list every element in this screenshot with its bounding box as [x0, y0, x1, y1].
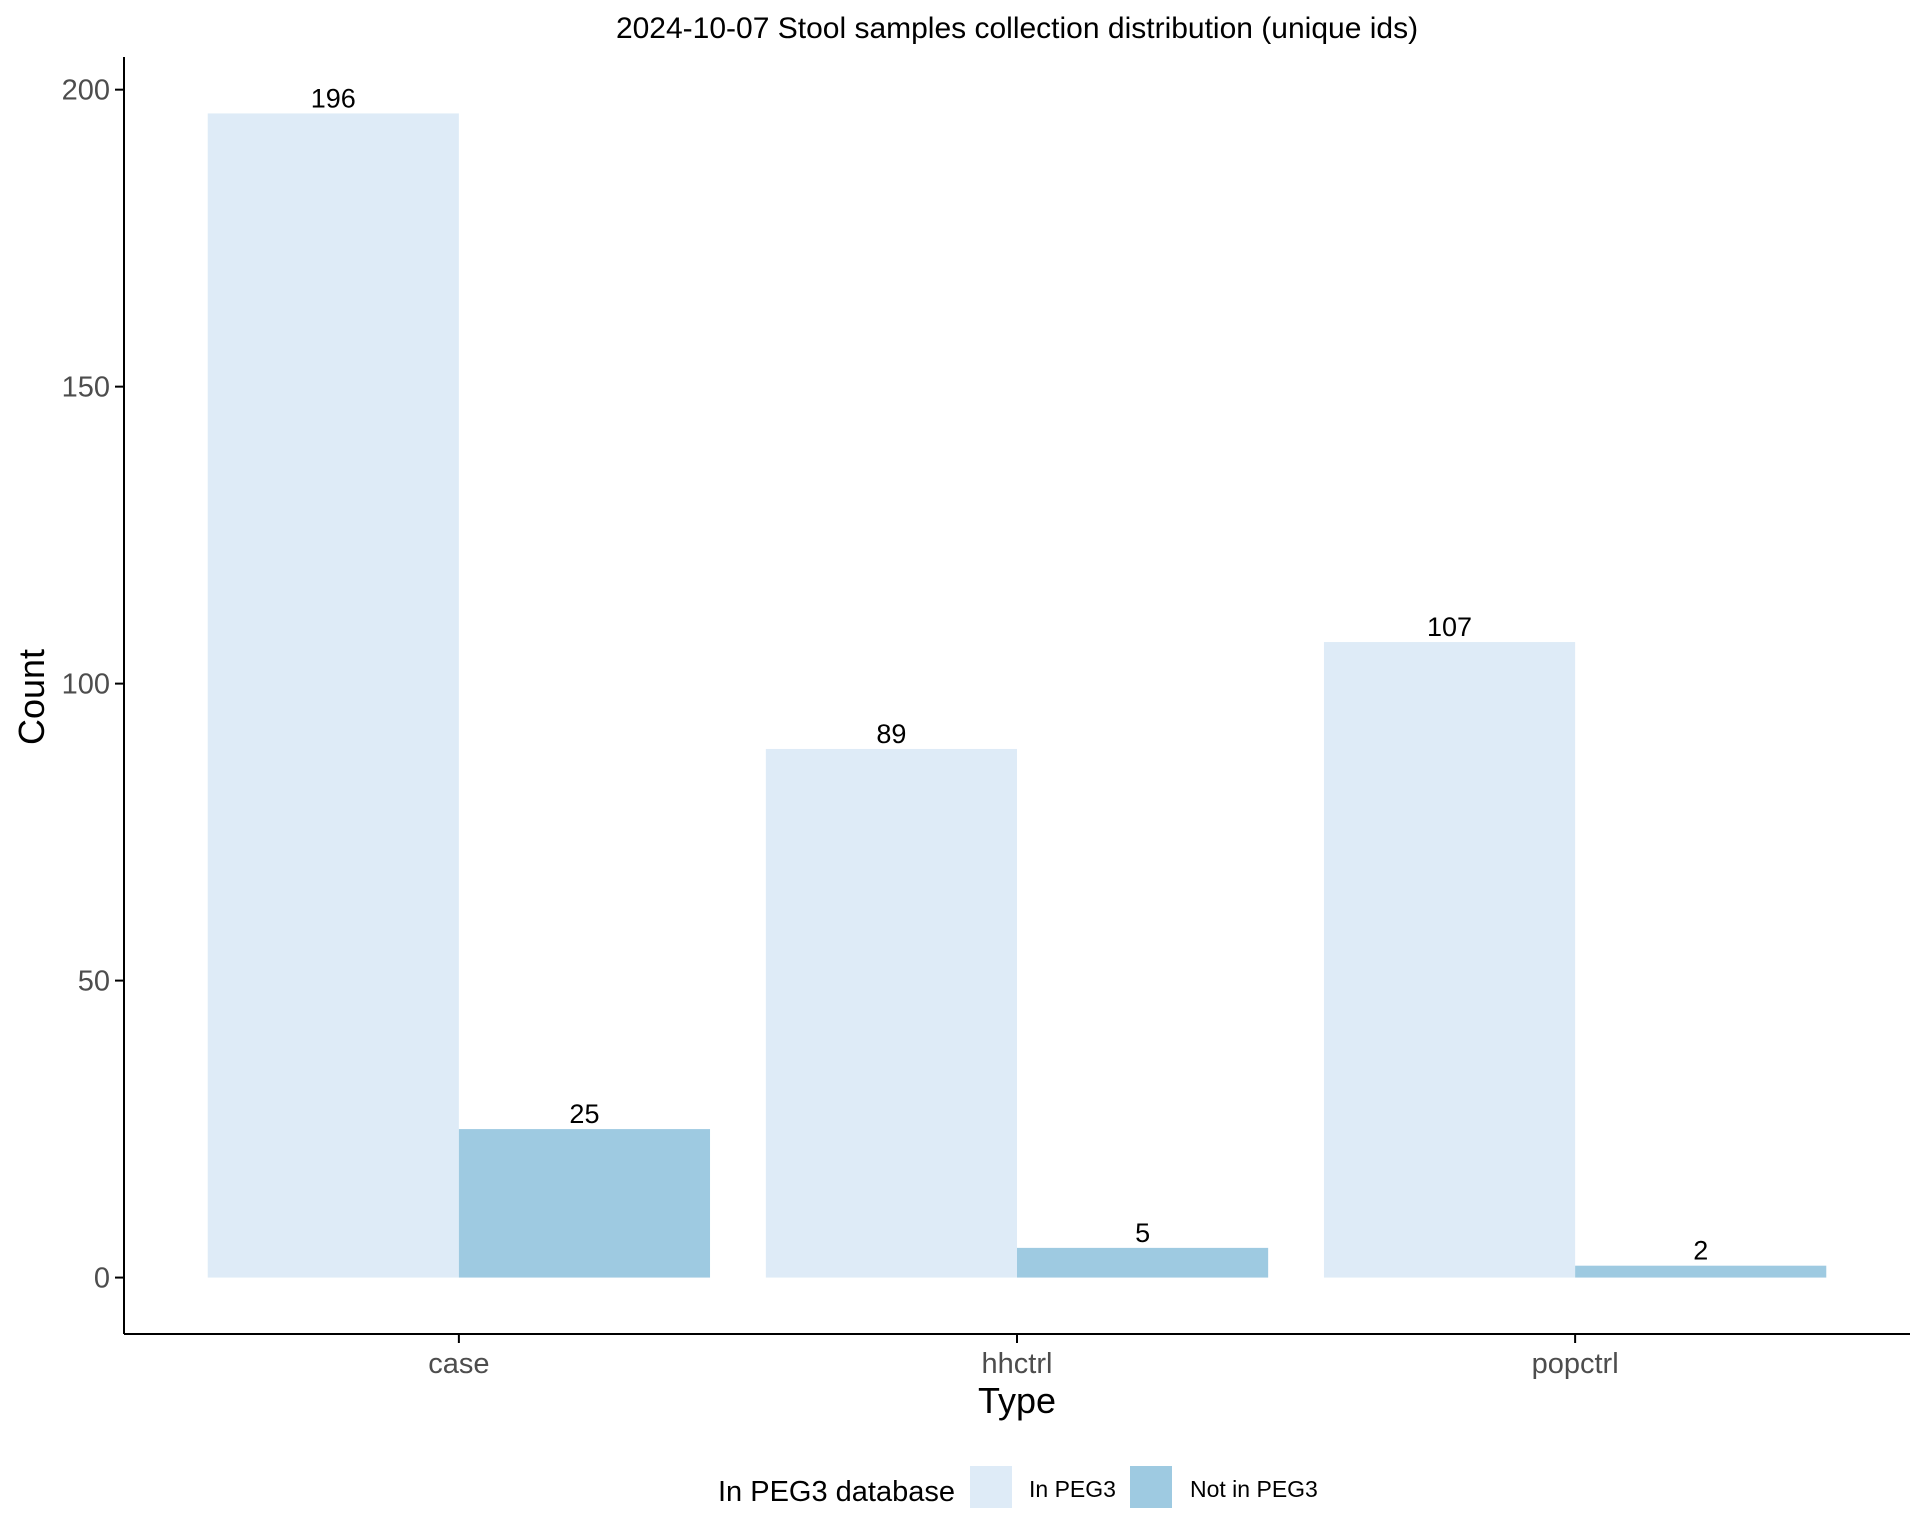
bar-hhctrl-not-in-peg3: [1017, 1247, 1269, 1278]
bar-popctrl-in-peg3: [1323, 642, 1576, 1278]
y-tick-label-200: 200: [62, 75, 110, 107]
y-tick-label-100: 100: [62, 669, 110, 701]
data-label-hhctrl-not-in-peg3: 5: [1135, 1218, 1150, 1248]
data-labels-group: 196 89 107 25 5 2: [311, 83, 1708, 1265]
bar-popctrl-not-in-peg3: [1575, 1265, 1827, 1278]
data-label-hhctrl-in-peg3: 89: [876, 719, 906, 749]
data-label-case-not-in-peg3: 25: [569, 1099, 599, 1129]
data-label-popctrl-in-peg3: 107: [1427, 612, 1472, 642]
y-tick-label-150: 150: [62, 372, 110, 404]
x-tick-label-popctrl: popctrl: [1532, 1348, 1619, 1380]
y-tick-label-50: 50: [78, 966, 110, 998]
x-axis-title: Type: [978, 1380, 1056, 1421]
legend: In PEG3 database In PEG3 Not in PEG3: [718, 1466, 1318, 1508]
legend-label-in-peg3: In PEG3: [1029, 1476, 1116, 1502]
bar-case-in-peg3: [207, 113, 459, 1278]
x-axis-ticks: case hhctrl popctrl: [428, 1334, 1619, 1380]
chart-title: 2024-10-07 Stool samples collection dist…: [616, 12, 1418, 45]
legend-key-in-peg3: [970, 1466, 1012, 1508]
data-label-case-in-peg3: 196: [311, 83, 356, 113]
legend-label-not-in-peg3: Not in PEG3: [1190, 1476, 1318, 1502]
bar-case-not-in-peg3: [458, 1129, 711, 1278]
x-tick-label-hhctrl: hhctrl: [982, 1348, 1053, 1380]
y-tick-label-0: 0: [94, 1263, 110, 1295]
data-label-popctrl-not-in-peg3: 2: [1693, 1236, 1708, 1266]
x-tick-label-case: case: [428, 1348, 489, 1380]
bars-group: [207, 113, 1827, 1278]
bar-hhctrl-in-peg3: [765, 748, 1017, 1278]
y-axis-ticks: 0 50 100 150 200: [62, 75, 124, 1295]
legend-title: In PEG3 database: [718, 1476, 955, 1508]
legend-key-not-in-peg3: [1130, 1466, 1172, 1508]
y-axis-title: Count: [11, 649, 52, 745]
